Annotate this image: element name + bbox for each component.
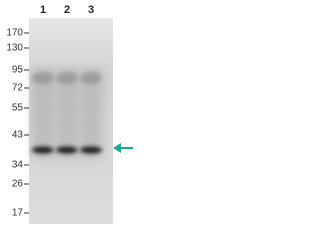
bands: [32, 68, 102, 158]
target-band: [56, 146, 78, 154]
marker-label: 95: [12, 65, 24, 76]
marker-label: 17: [12, 208, 24, 219]
marker-label: 34: [12, 160, 24, 171]
high-band: [32, 72, 54, 84]
marker-label: 43: [12, 130, 24, 141]
high-band: [56, 72, 78, 84]
labels: 1 2 3 170 130 95 72 55 43 34 26 17: [6, 4, 94, 219]
target-band: [32, 146, 54, 154]
smear: [56, 68, 78, 158]
marker-label: 72: [12, 83, 24, 94]
smear: [80, 68, 102, 158]
lane-label: 2: [64, 4, 70, 16]
marker-label: 170: [6, 28, 23, 39]
blot-figure: 1 2 3 170 130 95 72 55 43 34 26 17: [6, 4, 133, 224]
arrow-head: [113, 143, 121, 153]
target-band: [80, 146, 102, 154]
lane-label: 3: [88, 4, 94, 16]
smear: [32, 68, 54, 158]
target-arrow: [113, 143, 133, 153]
page: {"lanes": ["1", "2", "3"], "markers": ["…: [0, 0, 138, 227]
marker-label: 130: [6, 43, 23, 54]
lane-label: 1: [40, 4, 46, 16]
marker-label: 26: [12, 179, 24, 190]
high-band: [80, 72, 102, 84]
marker-label: 55: [12, 103, 24, 114]
